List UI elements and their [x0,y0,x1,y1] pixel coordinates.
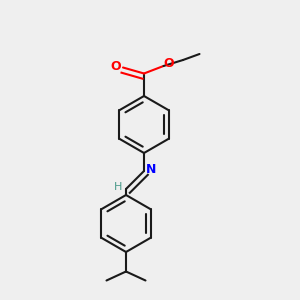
Text: O: O [164,56,174,70]
Text: N: N [146,163,156,176]
Text: O: O [110,60,121,74]
Text: H: H [114,182,123,192]
